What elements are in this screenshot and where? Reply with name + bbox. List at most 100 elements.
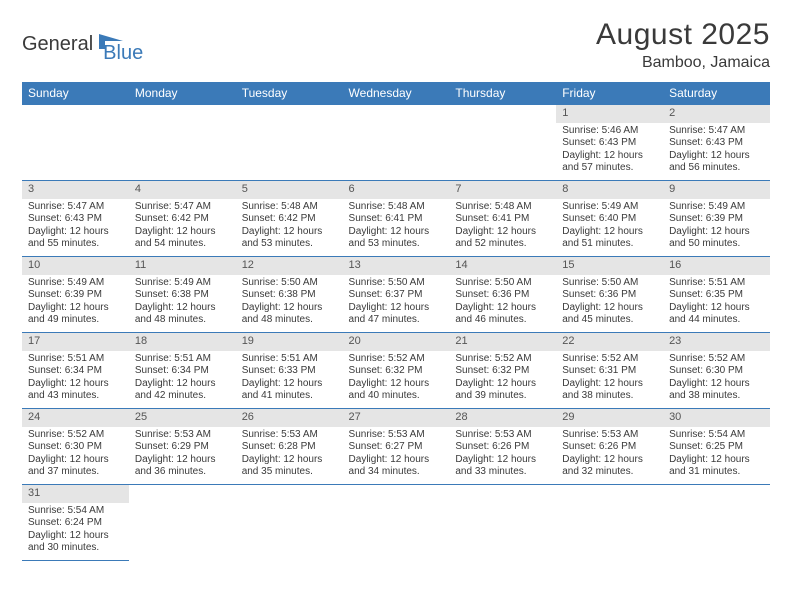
day-info-line: Sunrise: 5:47 AM (28, 201, 123, 214)
calendar-day: 11Sunrise: 5:49 AMSunset: 6:38 PMDayligh… (129, 257, 236, 333)
day-info-line: Sunset: 6:41 PM (349, 213, 444, 226)
day-info-line: Daylight: 12 hours (135, 302, 230, 315)
day-info-line: Sunset: 6:36 PM (455, 289, 550, 302)
day-number: 31 (22, 485, 129, 503)
day-content: Sunrise: 5:48 AMSunset: 6:42 PMDaylight:… (236, 199, 343, 255)
day-info-line: and 53 minutes. (349, 238, 444, 251)
day-info-line: and 38 minutes. (562, 390, 657, 403)
day-number: 17 (22, 333, 129, 351)
day-info-line: and 47 minutes. (349, 314, 444, 327)
day-number: 13 (343, 257, 450, 275)
calendar-day: 21Sunrise: 5:52 AMSunset: 6:32 PMDayligh… (449, 333, 556, 409)
calendar-day: 31Sunrise: 5:54 AMSunset: 6:24 PMDayligh… (22, 485, 129, 561)
day-content: Sunrise: 5:52 AMSunset: 6:30 PMDaylight:… (22, 427, 129, 483)
day-number: 25 (129, 409, 236, 427)
day-info-line: and 48 minutes. (135, 314, 230, 327)
day-info-line: Sunset: 6:26 PM (562, 441, 657, 454)
day-content: Sunrise: 5:53 AMSunset: 6:28 PMDaylight:… (236, 427, 343, 483)
day-info-line: Sunrise: 5:48 AM (455, 201, 550, 214)
day-info-line: Sunset: 6:25 PM (669, 441, 764, 454)
day-number (449, 485, 556, 503)
day-info-line: Daylight: 12 hours (455, 302, 550, 315)
col-saturday: Saturday (663, 82, 770, 105)
day-info-line: Daylight: 12 hours (669, 378, 764, 391)
day-info-line: Sunset: 6:42 PM (135, 213, 230, 226)
day-number: 3 (22, 181, 129, 199)
calendar-day: 29Sunrise: 5:53 AMSunset: 6:26 PMDayligh… (556, 409, 663, 485)
day-info-line: Daylight: 12 hours (349, 226, 444, 239)
day-info-line: Daylight: 12 hours (562, 378, 657, 391)
day-info-line: Daylight: 12 hours (562, 226, 657, 239)
calendar-day: 14Sunrise: 5:50 AMSunset: 6:36 PMDayligh… (449, 257, 556, 333)
day-content: Sunrise: 5:50 AMSunset: 6:38 PMDaylight:… (236, 275, 343, 331)
calendar-day: 22Sunrise: 5:52 AMSunset: 6:31 PMDayligh… (556, 333, 663, 409)
day-number: 2 (663, 105, 770, 123)
day-info-line: Sunrise: 5:50 AM (455, 277, 550, 290)
day-content: Sunrise: 5:51 AMSunset: 6:34 PMDaylight:… (22, 351, 129, 407)
day-info-line: Daylight: 12 hours (669, 302, 764, 315)
day-number: 29 (556, 409, 663, 427)
day-info-line: and 53 minutes. (242, 238, 337, 251)
day-info-line: Sunrise: 5:51 AM (669, 277, 764, 290)
day-content: Sunrise: 5:53 AMSunset: 6:26 PMDaylight:… (449, 427, 556, 483)
day-number (129, 105, 236, 123)
day-info-line: Sunrise: 5:53 AM (562, 429, 657, 442)
day-info-line: and 36 minutes. (135, 466, 230, 479)
calendar-day (129, 485, 236, 561)
day-info-line: Daylight: 12 hours (349, 454, 444, 467)
logo: General Blue (22, 24, 143, 65)
day-info-line: Daylight: 12 hours (135, 226, 230, 239)
day-info-line: and 42 minutes. (135, 390, 230, 403)
day-content: Sunrise: 5:53 AMSunset: 6:26 PMDaylight:… (556, 427, 663, 483)
day-info-line: Sunrise: 5:51 AM (135, 353, 230, 366)
calendar-week: 10Sunrise: 5:49 AMSunset: 6:39 PMDayligh… (22, 257, 770, 333)
day-number: 21 (449, 333, 556, 351)
day-info-line: and 54 minutes. (135, 238, 230, 251)
calendar-day: 4Sunrise: 5:47 AMSunset: 6:42 PMDaylight… (129, 181, 236, 257)
day-info-line: Daylight: 12 hours (28, 454, 123, 467)
day-info-line: and 51 minutes. (562, 238, 657, 251)
day-info-line: Daylight: 12 hours (28, 226, 123, 239)
calendar-day: 1Sunrise: 5:46 AMSunset: 6:43 PMDaylight… (556, 105, 663, 181)
day-info-line: Sunrise: 5:48 AM (242, 201, 337, 214)
day-info-line: Daylight: 12 hours (28, 530, 123, 543)
day-info-line: Daylight: 12 hours (242, 454, 337, 467)
day-info-line: Sunrise: 5:53 AM (349, 429, 444, 442)
calendar-day: 8Sunrise: 5:49 AMSunset: 6:40 PMDaylight… (556, 181, 663, 257)
day-info-line: and 44 minutes. (669, 314, 764, 327)
day-number (22, 105, 129, 123)
day-info-line: Sunset: 6:29 PM (135, 441, 230, 454)
day-content: Sunrise: 5:52 AMSunset: 6:30 PMDaylight:… (663, 351, 770, 407)
day-number: 24 (22, 409, 129, 427)
day-content: Sunrise: 5:51 AMSunset: 6:35 PMDaylight:… (663, 275, 770, 331)
calendar-day: 13Sunrise: 5:50 AMSunset: 6:37 PMDayligh… (343, 257, 450, 333)
logo-text-1: General (22, 33, 93, 56)
day-info-line: Sunset: 6:32 PM (349, 365, 444, 378)
calendar-week: 3Sunrise: 5:47 AMSunset: 6:43 PMDaylight… (22, 181, 770, 257)
calendar-day: 3Sunrise: 5:47 AMSunset: 6:43 PMDaylight… (22, 181, 129, 257)
day-info-line: Daylight: 12 hours (349, 378, 444, 391)
day-number: 20 (343, 333, 450, 351)
calendar-day: 2Sunrise: 5:47 AMSunset: 6:43 PMDaylight… (663, 105, 770, 181)
day-content: Sunrise: 5:47 AMSunset: 6:43 PMDaylight:… (22, 199, 129, 255)
day-number: 11 (129, 257, 236, 275)
col-thursday: Thursday (449, 82, 556, 105)
day-info-line: Sunrise: 5:47 AM (135, 201, 230, 214)
header: General Blue August 2025 Bamboo, Jamaica (22, 18, 770, 72)
calendar-day (129, 105, 236, 181)
calendar-week: 17Sunrise: 5:51 AMSunset: 6:34 PMDayligh… (22, 333, 770, 409)
calendar-day (236, 485, 343, 561)
day-info-line: and 39 minutes. (455, 390, 550, 403)
day-info-line: Sunrise: 5:46 AM (562, 125, 657, 138)
day-info-line: Sunrise: 5:54 AM (28, 505, 123, 518)
day-number: 9 (663, 181, 770, 199)
day-number: 27 (343, 409, 450, 427)
calendar-day: 23Sunrise: 5:52 AMSunset: 6:30 PMDayligh… (663, 333, 770, 409)
day-content: Sunrise: 5:47 AMSunset: 6:43 PMDaylight:… (663, 123, 770, 179)
day-info-line: and 31 minutes. (669, 466, 764, 479)
day-info-line: Sunrise: 5:49 AM (28, 277, 123, 290)
day-info-line: Sunset: 6:40 PM (562, 213, 657, 226)
day-content: Sunrise: 5:54 AMSunset: 6:24 PMDaylight:… (22, 503, 129, 559)
calendar-day: 19Sunrise: 5:51 AMSunset: 6:33 PMDayligh… (236, 333, 343, 409)
calendar-day: 30Sunrise: 5:54 AMSunset: 6:25 PMDayligh… (663, 409, 770, 485)
